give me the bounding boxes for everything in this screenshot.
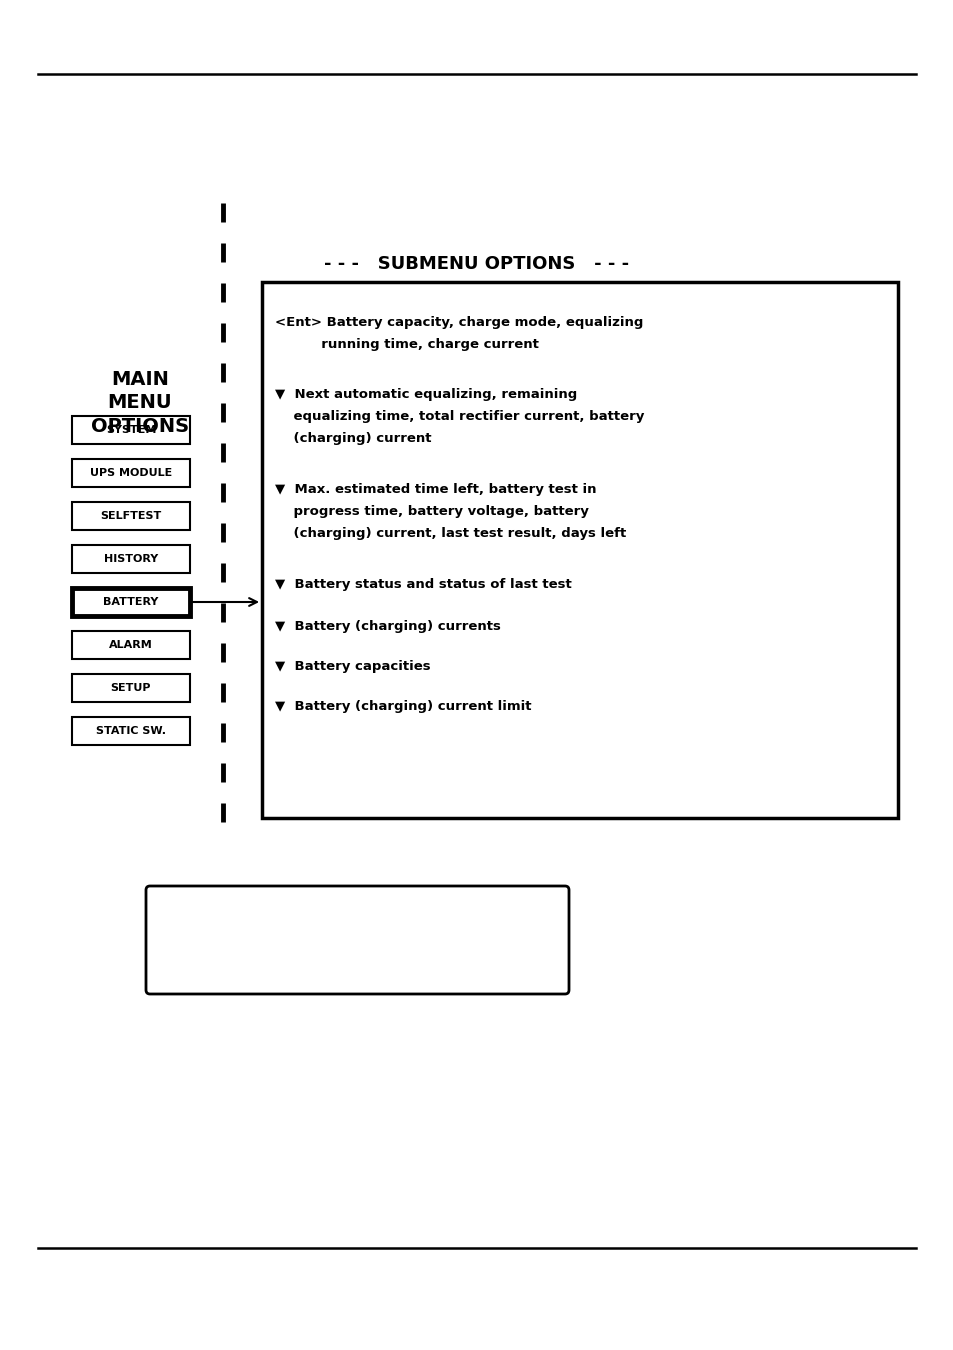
Text: STATIC SW.: STATIC SW. bbox=[96, 726, 166, 736]
Text: UPS MODULE: UPS MODULE bbox=[90, 468, 172, 478]
Text: ▼  Next automatic equalizing, remaining: ▼ Next automatic equalizing, remaining bbox=[274, 387, 577, 401]
Text: progress time, battery voltage, battery: progress time, battery voltage, battery bbox=[274, 505, 588, 518]
Text: ▼  Battery capacities: ▼ Battery capacities bbox=[274, 660, 430, 674]
Text: (charging) current: (charging) current bbox=[274, 432, 431, 446]
Text: BATTERY: BATTERY bbox=[103, 597, 158, 608]
Text: <Ent> Battery capacity, charge mode, equalizing: <Ent> Battery capacity, charge mode, equ… bbox=[274, 316, 642, 329]
Bar bbox=[71, 674, 190, 702]
Bar bbox=[71, 502, 190, 531]
Bar bbox=[71, 459, 190, 487]
Text: running time, charge current: running time, charge current bbox=[274, 338, 538, 351]
Text: ▼  Battery (charging) current limit: ▼ Battery (charging) current limit bbox=[274, 701, 531, 713]
Text: SYSTEM: SYSTEM bbox=[106, 425, 156, 435]
Text: ALARM: ALARM bbox=[109, 640, 152, 649]
Bar bbox=[71, 717, 190, 745]
Text: MAIN
MENU
OPTIONS: MAIN MENU OPTIONS bbox=[91, 370, 189, 436]
Bar bbox=[71, 589, 190, 616]
Text: HISTORY: HISTORY bbox=[104, 554, 158, 564]
Text: SELFTEST: SELFTEST bbox=[100, 512, 161, 521]
Text: ▼  Max. estimated time left, battery test in: ▼ Max. estimated time left, battery test… bbox=[274, 483, 596, 495]
Text: ▼  Battery (charging) currents: ▼ Battery (charging) currents bbox=[274, 620, 500, 633]
Text: ▼  Battery status and status of last test: ▼ Battery status and status of last test bbox=[274, 578, 571, 591]
Text: SETUP: SETUP bbox=[111, 683, 152, 693]
FancyBboxPatch shape bbox=[146, 886, 568, 994]
Bar bbox=[71, 630, 190, 659]
Text: equalizing time, total rectifier current, battery: equalizing time, total rectifier current… bbox=[274, 410, 643, 423]
Bar bbox=[262, 282, 897, 818]
Bar bbox=[71, 416, 190, 444]
Text: - - -   SUBMENU OPTIONS   - - -: - - - SUBMENU OPTIONS - - - bbox=[324, 255, 629, 273]
Text: (charging) current, last test result, days left: (charging) current, last test result, da… bbox=[274, 526, 625, 540]
Bar bbox=[71, 545, 190, 572]
